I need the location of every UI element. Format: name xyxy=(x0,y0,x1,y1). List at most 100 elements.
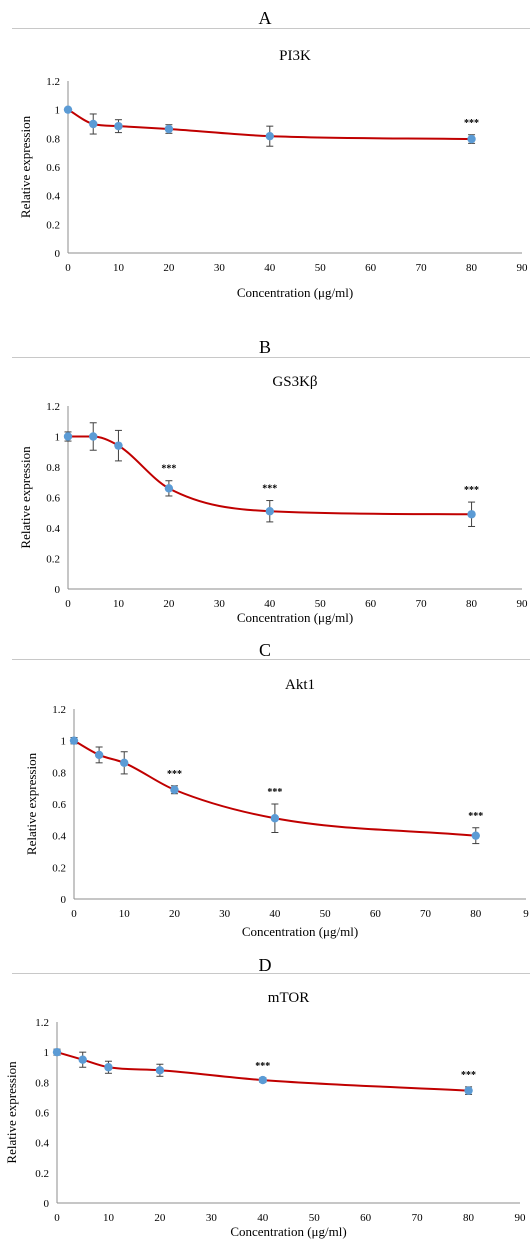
x-tick-label: 50 xyxy=(315,262,327,274)
chart-title: mTOR xyxy=(268,990,309,1006)
data-point xyxy=(155,1066,165,1075)
data-point xyxy=(63,432,73,441)
data-point xyxy=(63,105,73,114)
x-tick-label: 30 xyxy=(214,262,226,274)
data-point xyxy=(114,121,123,131)
x-tick-label: 80 xyxy=(466,598,478,610)
y-axis-label: Relative expression xyxy=(18,115,33,218)
y-tick-label: 1 xyxy=(55,432,61,444)
y-tick-label: 0.6 xyxy=(46,493,60,505)
y-tick-label: 0 xyxy=(55,248,61,260)
chart-title: GS3Kβ xyxy=(272,374,317,390)
x-tick-label: 0 xyxy=(65,262,71,274)
x-tick-label: 30 xyxy=(219,908,231,920)
panel-letter: D xyxy=(258,955,272,975)
x-tick-label: 40 xyxy=(264,262,276,274)
x-tick-label: 9 xyxy=(523,908,529,920)
x-tick-label: 30 xyxy=(206,1212,218,1224)
data-point xyxy=(89,119,98,129)
y-tick-label: 1.2 xyxy=(35,1017,49,1029)
y-tick-label: 0.4 xyxy=(46,523,60,535)
y-tick-label: 0 xyxy=(61,894,67,906)
data-point xyxy=(78,1055,87,1064)
x-tick-label: 30 xyxy=(214,598,226,610)
y-tick-label: 1.2 xyxy=(52,704,66,716)
y-tick-label: 0.6 xyxy=(35,1108,49,1120)
data-point xyxy=(52,1047,62,1057)
x-tick-label: 60 xyxy=(360,1212,372,1224)
chart-pi3k: PI3K 0 0.2 0.4 0.6 0.8 1 1.2 0 10 20 30 40 50 60 70 80 90… xyxy=(18,48,529,300)
y-tick-label: 0.8 xyxy=(35,1077,49,1089)
data-point xyxy=(471,831,480,840)
x-tick-label: 0 xyxy=(65,598,71,610)
x-tick-label: 60 xyxy=(365,262,377,274)
chart-title: Akt1 xyxy=(285,677,315,693)
x-tick-label: 10 xyxy=(113,598,125,610)
x-tick-label: 70 xyxy=(416,598,428,610)
x-tick-label: 50 xyxy=(309,1212,321,1224)
x-tick-label: 50 xyxy=(320,908,332,920)
data-point xyxy=(89,432,98,441)
x-tick-label: 90 xyxy=(517,262,529,274)
data-point xyxy=(467,510,476,519)
y-tick-label: 0.2 xyxy=(46,219,60,231)
x-tick-label: 80 xyxy=(463,1212,475,1224)
panel-divider xyxy=(12,28,530,29)
panel-letter: B xyxy=(258,337,271,357)
panel-letter: A xyxy=(258,8,272,28)
y-tick-label: 0.4 xyxy=(46,191,60,203)
chart-akt1: Akt1 0 0.2 0.4 0.6 0.8 1 1.2 0 10 20 30 40 50 60 70 80 9 C… xyxy=(24,677,529,939)
x-tick-label: 20 xyxy=(163,262,175,274)
data-point xyxy=(467,134,476,144)
x-tick-label: 70 xyxy=(420,908,432,920)
significance-label: *** xyxy=(255,1061,270,1072)
x-tick-label: 20 xyxy=(169,908,181,920)
y-tick-label: 0.8 xyxy=(52,767,66,779)
panel-letter: C xyxy=(258,640,271,660)
y-tick-label: 1 xyxy=(61,736,67,748)
x-tick-label: 90 xyxy=(515,1212,527,1224)
data-point xyxy=(114,441,123,450)
x-axis-label: Concentration (μg/ml) xyxy=(237,285,353,300)
x-axis-label: Concentration (μg/ml) xyxy=(237,610,353,625)
y-tick-label: 0.2 xyxy=(35,1168,49,1180)
x-tick-label: 50 xyxy=(315,598,327,610)
panel-divider xyxy=(12,659,530,660)
x-axis-label: Concentration (μg/ml) xyxy=(230,1224,346,1239)
y-tick-label: 0.6 xyxy=(46,162,60,174)
y-tick-label: 0 xyxy=(44,1198,50,1210)
significance-label: *** xyxy=(161,464,176,475)
y-tick-label: 0.4 xyxy=(52,831,66,843)
significance-label: *** xyxy=(461,1070,476,1081)
x-tick-label: 40 xyxy=(257,1212,269,1224)
x-tick-label: 40 xyxy=(269,908,281,920)
y-tick-label: 0.6 xyxy=(52,799,66,811)
data-point xyxy=(69,736,79,745)
x-tick-label: 0 xyxy=(54,1212,60,1224)
data-point xyxy=(94,750,104,760)
y-axis-label: Relative expression xyxy=(24,752,39,855)
y-tick-label: 1.2 xyxy=(46,76,60,88)
significance-label: *** xyxy=(167,769,182,780)
y-tick-label: 1 xyxy=(44,1047,50,1059)
x-tick-label: 90 xyxy=(517,598,529,610)
y-tick-label: 1 xyxy=(55,105,61,117)
y-tick-label: 1.2 xyxy=(46,401,60,413)
data-point xyxy=(164,484,174,493)
data-point xyxy=(265,507,274,516)
x-tick-label: 60 xyxy=(365,598,377,610)
x-tick-label: 80 xyxy=(466,262,478,274)
significance-label: *** xyxy=(262,484,277,495)
chart-title: PI3K xyxy=(279,48,311,64)
chart-gs3kb: GS3Kβ 0 0.2 0.4 0.6 0.8 1 1.2 0 10 20 30 40 50 60 70 80 9… xyxy=(18,374,529,625)
x-tick-label: 20 xyxy=(163,598,175,610)
significance-label: *** xyxy=(267,787,282,798)
y-tick-label: 0.2 xyxy=(46,554,60,566)
x-tick-label: 20 xyxy=(154,1212,166,1224)
y-axis-label: Relative expression xyxy=(18,446,33,549)
y-tick-label: 0.2 xyxy=(52,862,66,874)
x-tick-label: 10 xyxy=(119,908,131,920)
data-point xyxy=(104,1063,113,1072)
significance-label: *** xyxy=(464,485,479,496)
